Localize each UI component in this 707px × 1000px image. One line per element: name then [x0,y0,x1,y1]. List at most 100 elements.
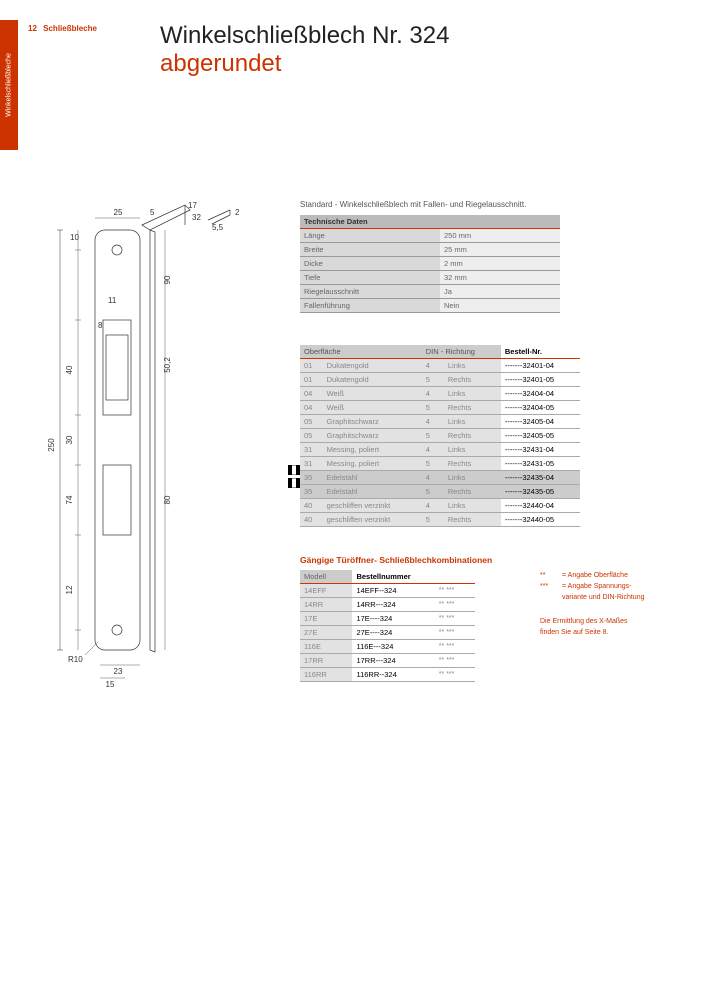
order-din: 4 [422,415,444,429]
tech-value: Ja [440,285,560,299]
order-dir: Rechts [444,401,501,415]
order-din: 5 [422,513,444,527]
svg-text:17: 17 [188,201,197,210]
order-code: 04 [300,387,323,401]
order-code: 01 [300,373,323,387]
tech-value: 250 mm [440,229,560,243]
order-dir: Links [444,499,501,513]
combo-nr: 17RR---324 [352,654,434,668]
combo-nr: 14EFF--324 [352,584,434,598]
order-name: geschliffen verzinkt [323,499,422,513]
combo-model: 17RR [300,654,352,668]
order-code: 01 [300,359,323,373]
order-h1: Oberfläche [300,345,422,359]
order-name: Weiß [323,387,422,401]
tech-value: 2 mm [440,257,560,271]
combo-nr: 17E----324 [352,612,434,626]
order-din: 5 [422,457,444,471]
row-marker-icon [288,478,300,488]
tech-value: 32 mm [440,271,560,285]
combo-model: 116RR [300,668,352,682]
combo-h2: Bestellnummer [352,570,475,584]
order-nr: -------32435-04 [501,471,580,485]
svg-text:23: 23 [114,667,123,676]
order-name: Edelstahl [323,485,422,499]
tech-label: Fallenführung [300,299,440,313]
order-din: 5 [422,429,444,443]
order-name: Edelstahl [323,471,422,485]
combo-nr: 116RR--324 [352,668,434,682]
combo-table: Modell Bestellnummer 14EFF 14EFF--324 **… [300,570,475,682]
order-dir: Rechts [444,513,501,527]
svg-text:25: 25 [114,208,123,217]
order-dir: Links [444,443,501,457]
combo-stars: ** *** [435,626,475,640]
order-code: 40 [300,513,323,527]
side-tab: Winkelschließbleche [0,20,18,150]
order-code: 40 [300,499,323,513]
title-sub: abgerundet [160,50,449,78]
svg-text:15: 15 [106,680,115,689]
order-din: 5 [422,401,444,415]
order-nr: -------32435-05 [501,485,580,499]
order-h3: Bestell-Nr. [501,345,580,359]
svg-text:5: 5 [150,208,155,217]
order-name: Dukatengold [323,359,422,373]
order-nr: -------32440-04 [501,499,580,513]
title-main: Winkelschließblech Nr. 324 [160,22,449,50]
tech-label: Länge [300,229,440,243]
combo-stars: ** *** [435,654,475,668]
row-marker-icon [288,465,300,475]
tech-label: Dicke [300,257,440,271]
svg-text:50,2: 50,2 [163,357,172,373]
combo-nr: 27E----324 [352,626,434,640]
order-name: geschliffen verzinkt [323,513,422,527]
order-code: 31 [300,457,323,471]
order-din: 4 [422,359,444,373]
order-table: Oberfläche DIN - Richtung Bestell-Nr. 01… [300,345,580,527]
order-din: 4 [422,499,444,513]
svg-text:250: 250 [47,438,56,452]
svg-text:10: 10 [70,233,79,242]
combo-model: 14EFF [300,584,352,598]
combo-h1: Modell [300,570,352,584]
tech-data-table: Technische Daten Länge250 mmBreite25 mmD… [300,215,560,313]
page-number: 12 [28,24,37,33]
order-nr: -------32440-05 [501,513,580,527]
order-din: 4 [422,387,444,401]
order-code: 31 [300,443,323,457]
svg-text:80: 80 [163,495,172,504]
svg-text:11: 11 [108,296,117,305]
order-dir: Links [444,387,501,401]
tech-label: Tiefe [300,271,440,285]
combo-stars: ** *** [435,598,475,612]
svg-text:30: 30 [65,435,74,444]
order-nr: -------32405-05 [501,429,580,443]
order-din: 5 [422,373,444,387]
order-name: Graphitschwarz [323,415,422,429]
order-code: 04 [300,401,323,415]
tech-value: Nein [440,299,560,313]
order-name: Messing, poliert [323,443,422,457]
order-nr: -------32404-05 [501,401,580,415]
combo-nr: 116E---324 [352,640,434,654]
svg-text:8: 8 [98,321,103,330]
combo-stars: ** *** [435,640,475,654]
order-nr: -------32431-04 [501,443,580,457]
tech-label: Breite [300,243,440,257]
combo-model: 116E [300,640,352,654]
combo-nr: 14RR---324 [352,598,434,612]
svg-text:74: 74 [65,495,74,504]
svg-text:40: 40 [65,365,74,374]
legend: **= Angabe Oberfläche ***= Angabe Spannu… [540,570,690,638]
order-dir: Rechts [444,429,501,443]
combo-title: Gängige Türöffner- Schließblechkombinati… [300,555,492,565]
combo-model: 27E [300,626,352,640]
order-code: 35 [300,471,323,485]
tech-value: 25 mm [440,243,560,257]
technical-drawing: 250 10 25 5 17 2 5,5 32 11 8 40 30 74 50… [40,200,240,690]
side-tab-label: Winkelschließbleche [6,53,13,117]
order-name: Weiß [323,401,422,415]
order-nr: -------32401-05 [501,373,580,387]
page-category: Schließbleche [43,24,97,33]
